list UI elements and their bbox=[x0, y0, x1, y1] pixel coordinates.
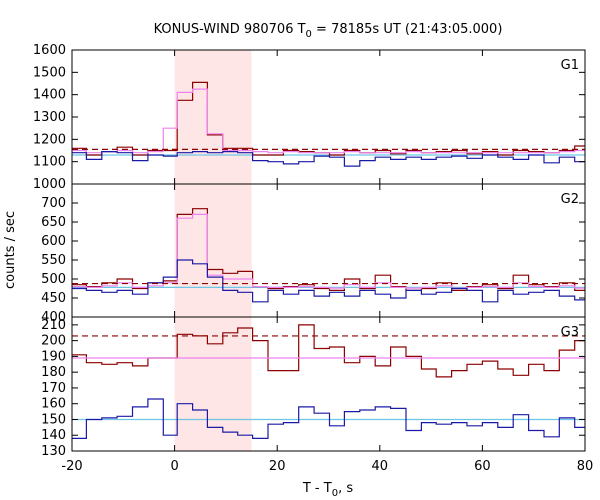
y-tick-label-g2: 400 bbox=[41, 310, 66, 325]
y-tick-label-g3: 170 bbox=[41, 381, 66, 396]
y-tick-label-g1: 1200 bbox=[33, 132, 66, 147]
series-blue-g3 bbox=[72, 398, 585, 439]
chart-title-suffix: = 78185s UT (21:43:05.000) bbox=[312, 22, 502, 37]
x-axis-label-suffix: , s bbox=[338, 481, 353, 496]
series-red-g3 bbox=[72, 324, 585, 378]
y-tick-label-g3: 190 bbox=[41, 349, 66, 364]
highlight-band-g2 bbox=[174, 184, 252, 317]
y-tick-label-g3: 140 bbox=[41, 428, 66, 443]
y-tick-label-g3: 150 bbox=[41, 412, 66, 427]
chart-background-layer bbox=[174, 50, 252, 451]
y-tick-label-g1: 1100 bbox=[33, 155, 66, 170]
y-tick-label-g1: 1000 bbox=[33, 177, 66, 192]
series-pink-g1 bbox=[72, 88, 585, 154]
y-tick-label-g1: 1600 bbox=[33, 43, 66, 58]
highlight-band-g1 bbox=[174, 50, 252, 184]
chart-axes-layer: 1000110012001300140015001600G14004505005… bbox=[33, 43, 593, 474]
panel-frame-g2 bbox=[71, 183, 586, 318]
panel-label-g1: G1 bbox=[561, 58, 579, 73]
chart-title-subscript: 0 bbox=[306, 29, 312, 40]
panel-label-g3: G3 bbox=[561, 325, 579, 340]
highlight-band-g3 bbox=[174, 317, 252, 451]
y-tick-label-g2: 450 bbox=[41, 291, 66, 306]
y-tick-label-g2: 600 bbox=[41, 234, 66, 249]
y-tick-label-g3: 200 bbox=[41, 334, 66, 349]
chart-title: KONUS-WIND 980706 T0 = 78185s UT (21:43:… bbox=[154, 22, 503, 40]
panel-label-g2: G2 bbox=[561, 192, 579, 207]
series-blue-g1 bbox=[72, 151, 585, 167]
panel-frame-g3 bbox=[71, 316, 586, 452]
y-tick-label-g2: 650 bbox=[41, 215, 66, 230]
series-red-g2 bbox=[72, 208, 585, 291]
y-tick-label-g3: 180 bbox=[41, 365, 66, 380]
y-tick-label-g3: 130 bbox=[41, 444, 66, 459]
series-pink-g2 bbox=[72, 213, 585, 289]
x-tick-label: 0 bbox=[170, 459, 178, 474]
y-tick-label-g1: 1400 bbox=[33, 88, 66, 103]
y-tick-label-g1: 1500 bbox=[33, 65, 66, 80]
x-axis-label: T - T0, s bbox=[302, 481, 353, 499]
y-tick-label-g1: 1300 bbox=[33, 110, 66, 125]
x-tick-label: 40 bbox=[372, 459, 389, 474]
y-axis-label: counts / sec bbox=[3, 211, 18, 289]
y-tick-label-g2: 700 bbox=[41, 196, 66, 211]
series-red-g1 bbox=[72, 81, 585, 156]
x-tick-label: 60 bbox=[474, 459, 491, 474]
x-axis-label-subscript: 0 bbox=[332, 488, 338, 499]
chart-plot-layer bbox=[72, 81, 585, 439]
x-tick-label: 80 bbox=[577, 459, 594, 474]
y-tick-label-g3: 160 bbox=[41, 397, 66, 412]
x-axis-label-prefix: T - T bbox=[302, 481, 332, 496]
series-blue-g2 bbox=[72, 259, 585, 303]
y-tick-label-g2: 550 bbox=[41, 253, 66, 268]
y-tick-label-g3: 210 bbox=[41, 318, 66, 333]
x-tick-label: 20 bbox=[269, 459, 286, 474]
panel-frame-g1 bbox=[71, 49, 586, 185]
x-tick-label: -20 bbox=[61, 459, 82, 474]
y-tick-label-g2: 500 bbox=[41, 272, 66, 287]
chart-title-prefix: KONUS-WIND 980706 T bbox=[154, 22, 306, 37]
